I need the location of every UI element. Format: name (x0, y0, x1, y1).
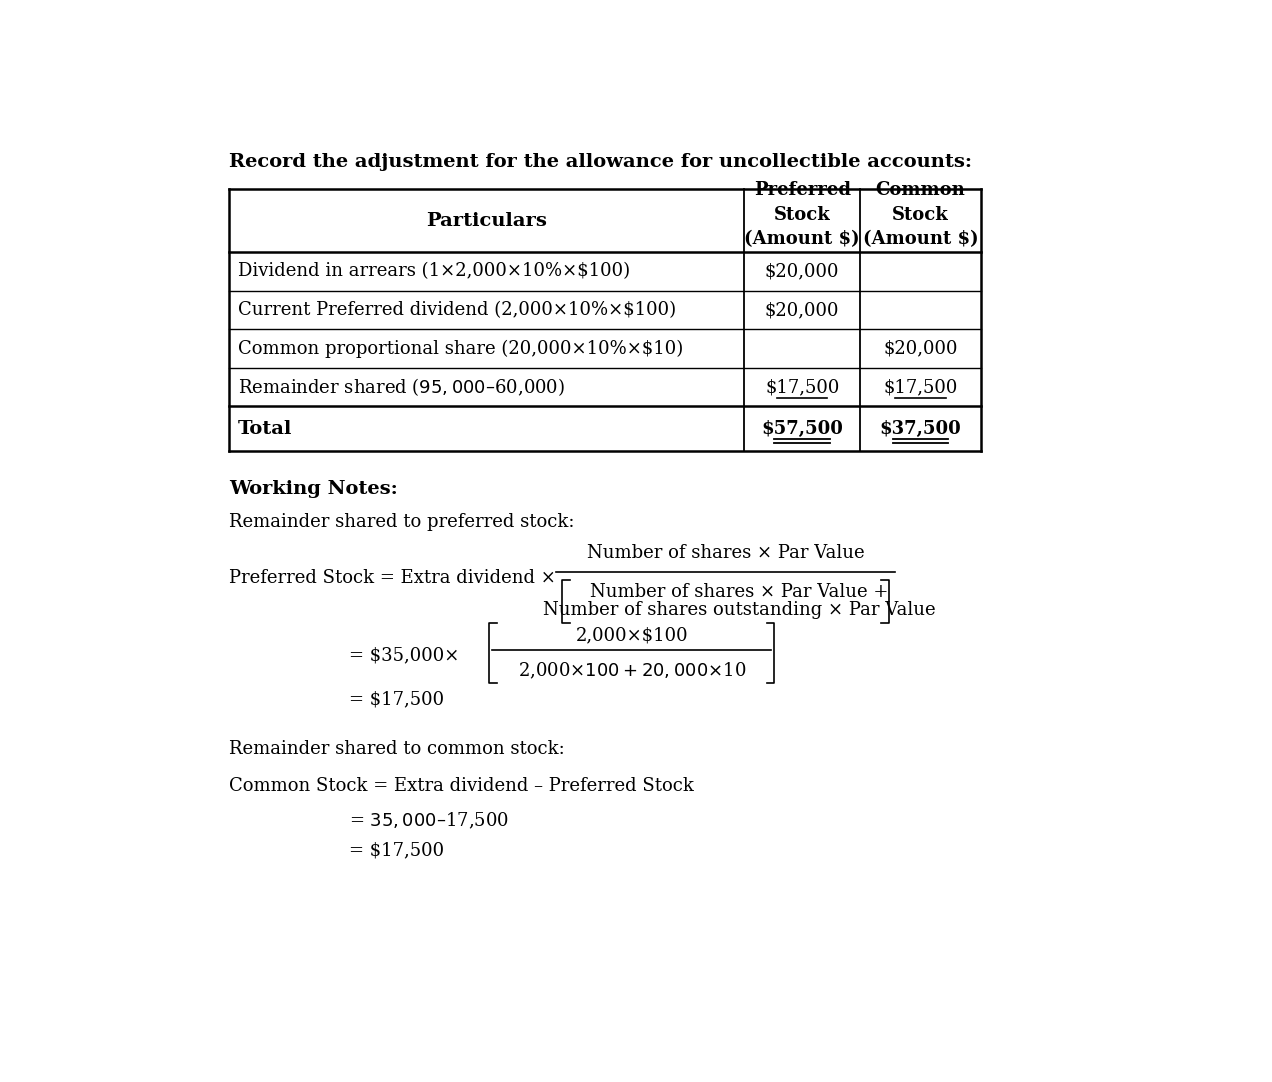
Text: Remainder shared to common stock:: Remainder shared to common stock: (229, 740, 565, 757)
Text: Current Preferred dividend (2,000×10%×$100): Current Preferred dividend (2,000×10%×$1… (238, 301, 677, 319)
Text: Common proportional share (20,000×10%×$10): Common proportional share (20,000×10%×$1… (238, 340, 683, 358)
Text: = $17,500: = $17,500 (349, 842, 444, 859)
Text: Number of shares × Par Value: Number of shares × Par Value (586, 544, 865, 563)
Text: $20,000: $20,000 (764, 263, 840, 280)
Text: $17,500: $17,500 (764, 378, 840, 396)
Text: 2,000×$100+20,000×$10: 2,000×$100+20,000×$10 (518, 660, 745, 681)
Text: Remainder shared to preferred stock:: Remainder shared to preferred stock: (229, 513, 574, 530)
Text: Total: Total (238, 420, 293, 437)
Text: $20,000: $20,000 (883, 340, 958, 357)
Text: Record the adjustment for the allowance for uncollectible accounts:: Record the adjustment for the allowance … (229, 153, 972, 171)
Text: = $35,000–$17,500: = $35,000–$17,500 (349, 810, 509, 831)
Text: $20,000: $20,000 (764, 301, 840, 319)
Text: 2,000×$100: 2,000×$100 (575, 626, 688, 644)
Text: Common Stock = Extra dividend – Preferred Stock: Common Stock = Extra dividend – Preferre… (229, 777, 693, 794)
Text: Preferred
Stock
(Amount $): Preferred Stock (Amount $) (744, 181, 860, 249)
Text: Dividend in arrears (1×2,000×10%×$100): Dividend in arrears (1×2,000×10%×$100) (238, 263, 630, 280)
Text: $17,500: $17,500 (883, 378, 958, 396)
Text: Number of shares outstanding × Par Value: Number of shares outstanding × Par Value (543, 602, 936, 619)
Text: = $17,500: = $17,500 (349, 690, 444, 709)
Text: Number of shares × Par Value +: Number of shares × Par Value + (590, 583, 889, 601)
Text: Particulars: Particulars (426, 212, 547, 229)
Text: $37,500: $37,500 (879, 420, 962, 437)
Text: = $35,000×: = $35,000× (349, 646, 459, 664)
Text: Preferred Stock = Extra dividend ×: Preferred Stock = Extra dividend × (229, 569, 556, 586)
Text: Working Notes:: Working Notes: (229, 480, 397, 498)
Text: $57,500: $57,500 (762, 420, 843, 437)
Text: Common
Stock
(Amount $): Common Stock (Amount $) (862, 181, 978, 249)
Text: Remainder shared ($95,000–$60,000): Remainder shared ($95,000–$60,000) (238, 377, 565, 398)
